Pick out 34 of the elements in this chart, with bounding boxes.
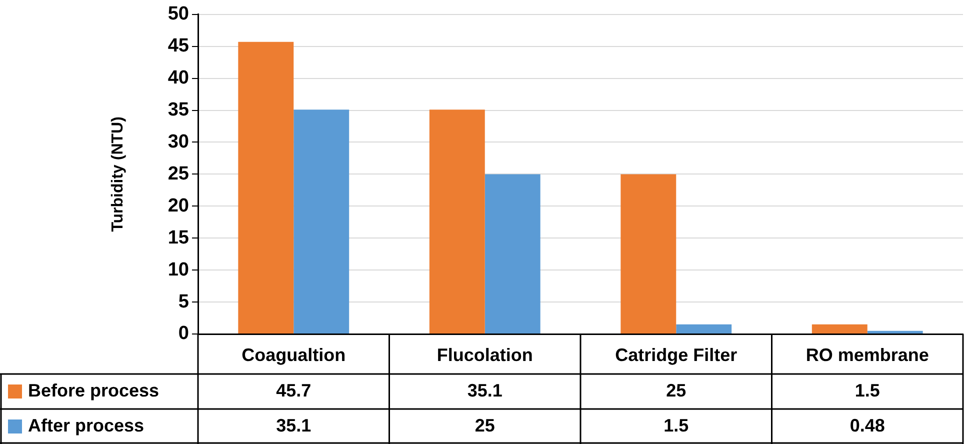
legend-label: Before process [28,380,160,400]
y-tick-label: 10 [168,259,189,280]
y-tick-label: 20 [168,195,189,216]
x-tick-label: Flucolation [436,344,533,365]
y-tick-label: 25 [168,163,190,184]
y-tick-label: 15 [168,227,190,248]
bar [676,324,732,334]
x-tick-label: Coagualtion [242,344,346,365]
data-label: 45.7 [276,380,312,400]
bar [294,110,350,334]
legend-label: After process [28,415,144,436]
y-tick-label: 30 [168,131,189,152]
bar [484,174,540,334]
bar [867,330,923,334]
data-label: 0.48 [850,415,885,436]
y-tick-label: 45 [168,36,190,57]
bar [620,174,676,334]
data-label: 1.5 [664,415,689,436]
y-tick-label: 5 [178,291,190,312]
y-axis-title: Turbidity (NTU) [109,116,126,232]
bar [238,42,294,334]
x-tick-label: RO membrane [806,344,929,365]
y-tick-label: 40 [168,68,189,89]
y-tick-label: 0 [178,323,189,344]
bar [812,324,868,334]
y-tick-label: 35 [168,100,190,121]
data-label: 25 [666,380,686,400]
data-label: 35.1 [467,380,502,400]
data-label: 1.5 [854,380,880,400]
bar [429,110,485,334]
data-label: 25 [474,415,495,436]
x-tick-label: Catridge Filter [615,344,738,365]
y-tick-label: 50 [168,4,189,25]
data-label: 35.1 [276,415,312,436]
